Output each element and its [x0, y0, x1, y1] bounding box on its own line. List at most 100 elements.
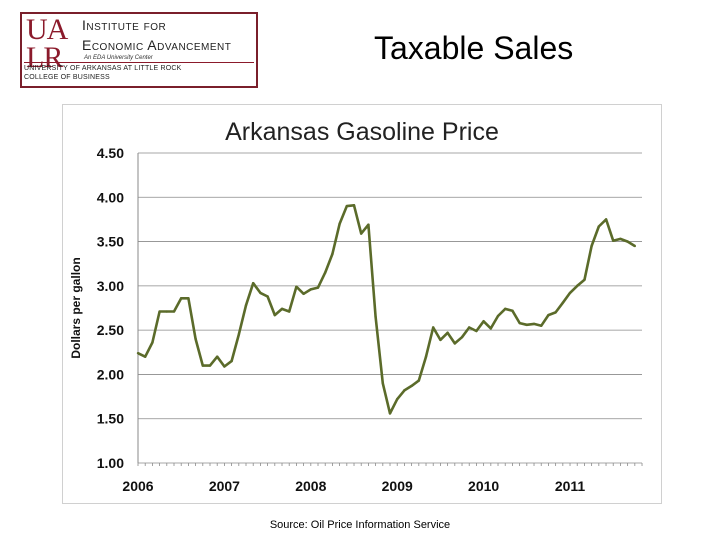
x-tick-label: 2010	[468, 478, 499, 494]
logo-subtitle: An EDA University Center	[84, 55, 153, 61]
data-point	[619, 237, 622, 241]
x-tick-label: 2006	[122, 478, 153, 494]
data-point	[575, 284, 579, 288]
data-point	[216, 355, 219, 358]
x-tick-label: 2009	[382, 478, 413, 494]
data-point	[136, 351, 140, 355]
data-point	[532, 322, 536, 326]
data-point	[525, 323, 529, 327]
y-tick-label: 3.00	[97, 278, 124, 294]
data-point	[410, 384, 413, 388]
data-point	[208, 364, 212, 367]
data-point	[604, 218, 608, 221]
data-point	[432, 326, 435, 329]
data-point	[273, 313, 276, 317]
data-point	[158, 310, 161, 313]
y-tick-label: 2.50	[97, 322, 124, 338]
y-tick-label: 4.50	[97, 145, 124, 161]
data-point	[172, 310, 176, 313]
data-point	[496, 314, 500, 318]
data-point	[266, 295, 269, 298]
data-point	[482, 320, 485, 323]
logo-ualr-monogram: UA LR	[26, 13, 68, 74]
data-point	[345, 204, 349, 208]
data-point	[511, 309, 514, 312]
logo-ua-line2: LR	[26, 41, 63, 74]
data-point	[568, 291, 572, 295]
slide-title: Taxable Sales	[374, 30, 574, 66]
data-point	[180, 297, 183, 300]
data-point	[446, 331, 449, 334]
x-tick-label: 2011	[555, 478, 586, 494]
data-point	[201, 364, 205, 367]
y-tick-label: 1.50	[97, 411, 124, 427]
data-point	[460, 336, 464, 339]
gasoline-price-chart: Arkansas Gasoline Price 1.00 1.50 2.00 2.50 3…	[62, 104, 662, 504]
logo-college: COLLEGE OF BUSINESS	[24, 74, 110, 81]
data-point	[230, 359, 233, 363]
data-point	[194, 337, 197, 341]
data-point	[475, 329, 478, 333]
logo-line-economic: Economic Advancement	[82, 37, 232, 53]
data-point	[439, 338, 442, 342]
logo-divider	[24, 62, 254, 63]
data-point	[223, 365, 226, 368]
x-tick-label: 2008	[295, 478, 326, 494]
data-point	[467, 326, 471, 329]
data-point	[626, 240, 629, 243]
data-point	[251, 282, 255, 285]
data-point	[504, 307, 507, 311]
data-point	[151, 341, 154, 344]
chart-frame-border	[62, 104, 662, 504]
data-point	[288, 310, 291, 313]
data-point	[309, 288, 313, 291]
data-point	[302, 292, 305, 296]
data-point	[324, 271, 327, 274]
data-point	[381, 382, 384, 385]
y-tick-label: 3.50	[97, 234, 124, 250]
data-point	[165, 310, 168, 313]
logo-line-institute: Institute for	[82, 17, 167, 33]
data-point	[237, 333, 241, 336]
chart-title: Arkansas Gasoline Price	[225, 118, 499, 146]
data-point	[424, 355, 428, 358]
y-tick-label: 4.00	[97, 189, 124, 205]
y-tick-label: 2.00	[97, 366, 124, 382]
data-point	[331, 252, 334, 256]
chart-container: Arkansas Gasoline Price 1.00 1.50 2.00 2.50 3…	[62, 104, 662, 504]
data-point	[583, 278, 586, 281]
series-line-gasoline-price	[137, 204, 636, 415]
data-point	[338, 222, 341, 226]
data-point	[259, 291, 262, 295]
logo-university: UNIVERSITY OF ARKANSAS AT LITTLE ROCK	[24, 65, 182, 72]
ualr-iea-logo: UA LR Institute for Economic Advancement…	[20, 12, 258, 88]
x-tick-label: 2007	[209, 478, 240, 494]
y-tick-label: 1.00	[97, 455, 124, 471]
data-point	[374, 315, 377, 319]
data-point	[561, 301, 565, 304]
data-point	[518, 321, 521, 325]
data-point	[359, 232, 363, 235]
data-point	[489, 327, 492, 330]
data-point	[590, 244, 593, 248]
data-point	[388, 412, 392, 415]
data-point	[187, 297, 190, 300]
data-point	[352, 204, 356, 207]
source-caption: Source: Oil Price Information Service	[269, 519, 451, 531]
data-point	[316, 286, 320, 289]
data-point	[547, 313, 550, 317]
data-point	[244, 304, 248, 307]
data-point	[403, 389, 406, 392]
data-point	[143, 355, 147, 358]
data-point	[612, 239, 615, 242]
data-point	[417, 379, 421, 382]
data-point	[554, 311, 557, 314]
data-point	[453, 342, 457, 345]
logo-ua-line1: UA	[26, 13, 68, 46]
data-point	[280, 307, 284, 311]
data-point	[367, 223, 370, 226]
y-axis-label: Dollars per gallon	[69, 257, 83, 358]
data-point	[540, 324, 543, 327]
data-point	[295, 285, 298, 288]
data-point	[633, 244, 637, 248]
